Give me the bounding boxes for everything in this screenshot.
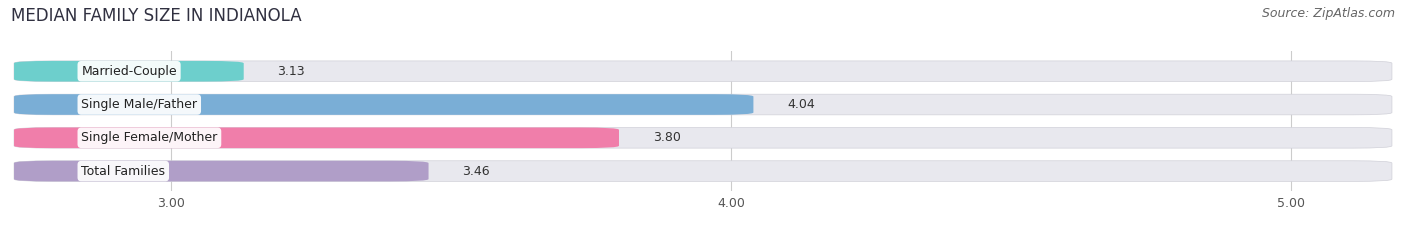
Text: MEDIAN FAMILY SIZE IN INDIANOLA: MEDIAN FAMILY SIZE IN INDIANOLA — [11, 7, 302, 25]
Text: Single Male/Father: Single Male/Father — [82, 98, 197, 111]
Text: 3.46: 3.46 — [463, 164, 489, 178]
FancyBboxPatch shape — [14, 127, 1392, 148]
FancyBboxPatch shape — [14, 61, 1392, 82]
Text: 3.80: 3.80 — [652, 131, 681, 144]
FancyBboxPatch shape — [14, 161, 429, 182]
FancyBboxPatch shape — [14, 127, 619, 148]
Text: 4.04: 4.04 — [787, 98, 814, 111]
Text: Single Female/Mother: Single Female/Mother — [82, 131, 218, 144]
Text: Married-Couple: Married-Couple — [82, 65, 177, 78]
Text: 3.13: 3.13 — [277, 65, 305, 78]
FancyBboxPatch shape — [14, 94, 754, 115]
FancyBboxPatch shape — [14, 61, 243, 82]
FancyBboxPatch shape — [14, 94, 1392, 115]
Text: Source: ZipAtlas.com: Source: ZipAtlas.com — [1261, 7, 1395, 20]
Text: Total Families: Total Families — [82, 164, 166, 178]
FancyBboxPatch shape — [14, 161, 1392, 182]
